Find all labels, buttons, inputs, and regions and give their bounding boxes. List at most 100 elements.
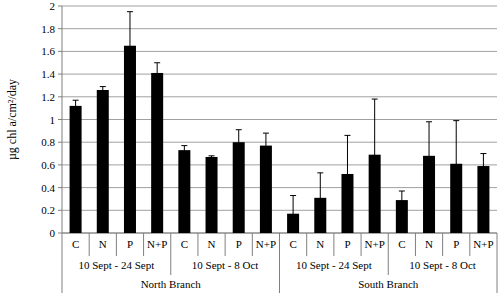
error-cap: [317, 222, 323, 223]
y-tick-label: 1.6: [41, 45, 55, 57]
chart-svg: 00.20.40.60.811.21.41.61.82µg chl a/cm²/…: [0, 0, 500, 293]
x-tick-label: N+P: [147, 238, 167, 250]
y-tick-label: 1.2: [41, 91, 55, 103]
y-tick: [58, 6, 62, 7]
group-label: 10 Sept - 24 Sept: [296, 259, 372, 271]
x-tick-label: C: [289, 238, 296, 250]
category-separator: [143, 233, 144, 256]
error-bar: [426, 122, 432, 190]
x-tick-label: P: [453, 238, 459, 250]
x-tick-label: C: [72, 238, 79, 250]
error-bar: [399, 191, 405, 209]
x-tick-label: C: [398, 238, 405, 250]
error-stem: [374, 99, 375, 210]
error-bar: [372, 99, 378, 210]
error-bar: [263, 133, 269, 158]
category-separator: [225, 233, 226, 256]
error-bar: [480, 154, 486, 179]
y-tick: [58, 210, 62, 211]
error-cap: [372, 210, 378, 211]
x-tick-label: N: [425, 238, 433, 250]
error-cap: [263, 158, 269, 159]
x-tick-label: N+P: [473, 238, 493, 250]
error-stem: [75, 100, 76, 111]
error-bar: [154, 63, 160, 83]
error-stem: [265, 133, 266, 158]
y-tick: [58, 28, 62, 29]
category-separator: [497, 233, 498, 293]
x-tick-label: P: [127, 238, 133, 250]
error-cap: [209, 158, 215, 159]
bars: [70, 12, 490, 233]
error-stem: [184, 146, 185, 155]
y-tick: [58, 187, 62, 188]
bar: [233, 142, 245, 233]
category-separator: [279, 233, 280, 293]
bar: [70, 106, 82, 233]
error-cap: [127, 79, 133, 80]
category-separator: [116, 233, 117, 256]
y-tick: [58, 51, 62, 52]
x-tick-label: N: [99, 238, 107, 250]
error-stem: [347, 135, 348, 212]
error-bar: [344, 135, 350, 212]
error-bar: [290, 196, 296, 232]
bar: [151, 73, 163, 233]
error-stem: [456, 121, 457, 207]
error-cap: [344, 135, 350, 136]
error-bar: [209, 156, 215, 158]
error-cap: [100, 86, 106, 87]
category-separator: [415, 233, 416, 256]
y-tick-label: 0.4: [41, 182, 55, 194]
category-separator: [62, 233, 63, 293]
y-tick: [58, 74, 62, 75]
bar: [260, 146, 272, 233]
group-label: 10 Sept - 24 Sept: [78, 259, 154, 271]
error-cap: [480, 178, 486, 179]
grid-line: [62, 6, 497, 7]
error-cap: [73, 111, 79, 112]
chart-container: 00.20.40.60.811.21.41.61.82µg chl a/cm²/…: [0, 0, 500, 293]
y-tick-label: 0.8: [41, 136, 55, 148]
error-cap: [154, 83, 160, 84]
error-cap: [426, 121, 432, 122]
x-tick-label: N+P: [365, 238, 385, 250]
y-tick: [58, 96, 62, 97]
grid-line: [62, 28, 497, 29]
error-bar: [453, 121, 459, 207]
category-separator: [197, 233, 198, 256]
error-cap: [263, 133, 269, 134]
group-label: 10 Sept - 8 Oct: [192, 259, 259, 271]
y-tick: [58, 164, 62, 165]
y-axis: [62, 6, 63, 233]
error-stem: [129, 12, 130, 80]
y-tick-label: 1.4: [41, 68, 55, 80]
y-tick-label: 0.6: [41, 159, 55, 171]
y-tick-label: 1: [50, 114, 56, 126]
error-bar: [127, 12, 133, 80]
error-bar: [100, 87, 106, 94]
error-cap: [426, 189, 432, 190]
error-cap: [181, 145, 187, 146]
x-tick-label: N: [316, 238, 324, 250]
error-cap: [317, 172, 323, 173]
error-stem: [238, 130, 239, 155]
category-separator: [469, 233, 470, 256]
y-tick-label: 0: [50, 227, 56, 239]
category-separator: [333, 233, 334, 256]
error-cap: [209, 155, 215, 156]
y-tick: [58, 119, 62, 120]
error-stem: [320, 173, 321, 223]
category-separator: [170, 233, 171, 275]
error-bar: [73, 100, 79, 111]
error-cap: [344, 212, 350, 213]
error-cap: [154, 62, 160, 63]
x-tick-label: N: [208, 238, 216, 250]
error-stem: [483, 154, 484, 179]
bar: [97, 90, 109, 233]
error-cap: [181, 154, 187, 155]
bar: [206, 157, 218, 233]
error-cap: [127, 11, 133, 12]
x-tick-label: N+P: [256, 238, 276, 250]
y-tick-label: 2: [50, 0, 56, 12]
